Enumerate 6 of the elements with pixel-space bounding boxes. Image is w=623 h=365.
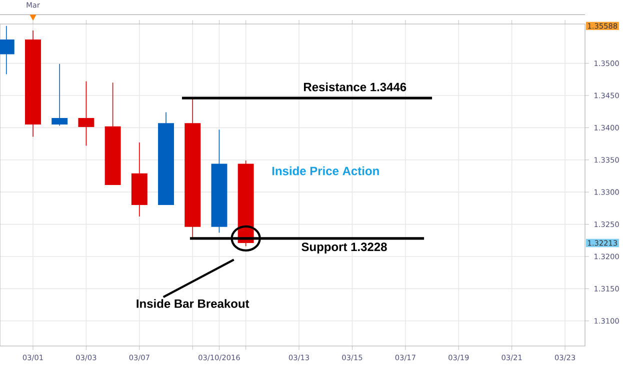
ref-line-label: Resistance 1.3446 bbox=[304, 82, 406, 92]
ref-line-label: Support 1.3228 bbox=[302, 242, 387, 254]
candlestick bbox=[52, 64, 68, 126]
annotation: Inside Bar Breakout bbox=[136, 299, 250, 308]
annotation: Inside Price Action bbox=[272, 166, 379, 176]
candlestick bbox=[78, 80, 94, 146]
